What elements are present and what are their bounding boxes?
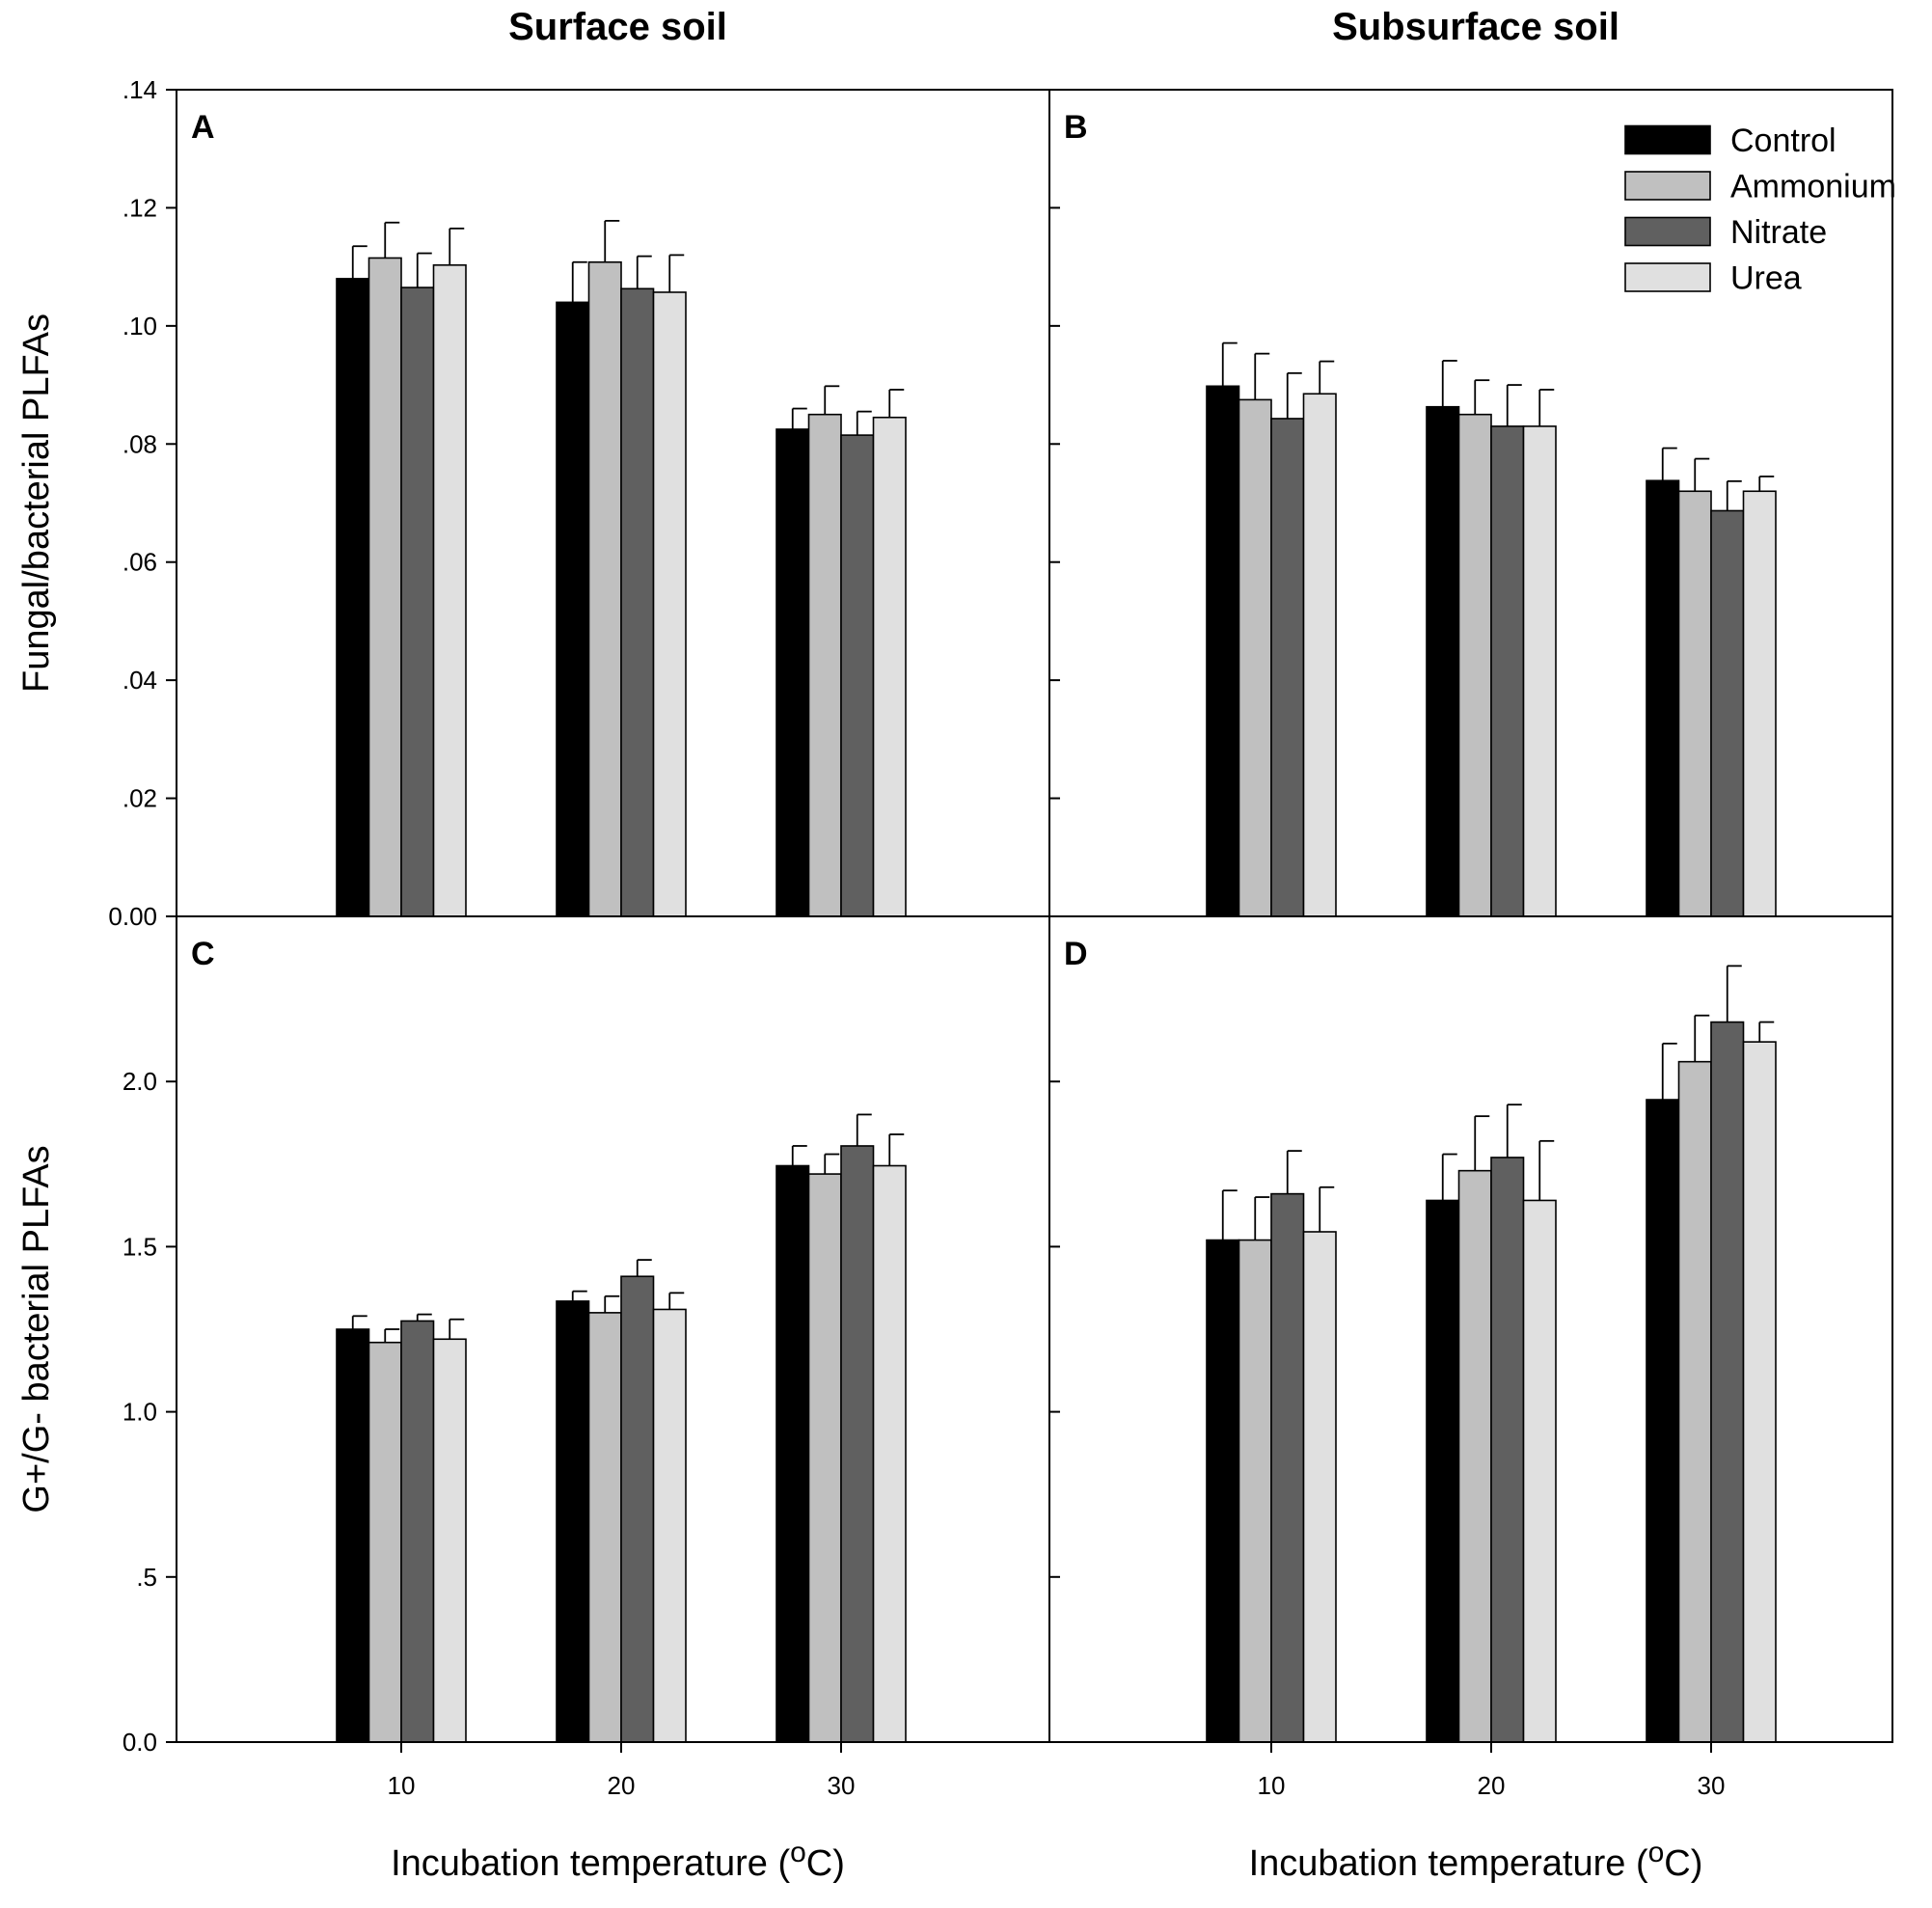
y-tick-label: .08: [122, 429, 157, 458]
y-tick-label: .02: [122, 784, 157, 813]
bar-A-urea-10: [432, 264, 467, 917]
bar-D-urea-10: [1302, 1231, 1337, 1743]
bar-A-urea-30: [872, 416, 907, 917]
bar-C-urea-20: [652, 1308, 687, 1743]
y-tick-label: .14: [122, 75, 157, 104]
bar-C-control-20: [556, 1300, 590, 1743]
bar-C-control-30: [776, 1164, 810, 1743]
bar-C-nitrate-20: [620, 1275, 655, 1743]
bar-B-urea-20: [1522, 425, 1557, 917]
bar-B-control-10: [1206, 385, 1240, 917]
bar-D-ammonium-20: [1457, 1169, 1492, 1743]
panel-label-D: D: [1064, 936, 1088, 972]
bar-D-ammonium-10: [1238, 1239, 1272, 1743]
x-tick-label: 20: [1478, 1771, 1506, 1800]
bar-C-urea-30: [872, 1164, 907, 1743]
bar-D-urea-20: [1522, 1199, 1557, 1743]
y-tick-label: 0.00: [108, 902, 157, 931]
y-axis-title-row1: G+/G- bacterial PLFAs: [16, 1145, 57, 1513]
y-axis-title-row0: Fungal/bacterial PLFAs: [16, 313, 57, 693]
bar-B-nitrate-30: [1710, 509, 1745, 917]
bar-B-ammonium-20: [1457, 413, 1492, 917]
x-tick-label: 30: [1698, 1771, 1726, 1800]
y-tick-label: 0.0: [122, 1728, 157, 1757]
legend-label-urea: Urea: [1730, 260, 1802, 297]
bar-A-ammonium-30: [807, 413, 842, 917]
legend-label-control: Control: [1730, 123, 1837, 159]
legend-label-nitrate: Nitrate: [1730, 214, 1827, 251]
text-layer: A B C D 0.00 .02 .04 .06 .08 .10 .12 .14 Fungal/bact…: [16, 6, 1896, 1884]
y-tick-label: .5: [136, 1563, 157, 1592]
bar-B-control-20: [1426, 405, 1460, 917]
bar-D-nitrate-20: [1490, 1157, 1525, 1743]
panel-label-B: B: [1064, 109, 1088, 146]
bar-D-control-10: [1206, 1239, 1240, 1743]
x-tick-label: 30: [828, 1771, 856, 1800]
y-tick-label: .12: [122, 193, 157, 222]
bar-C-nitrate-30: [840, 1145, 875, 1743]
bar-C-ammonium-20: [587, 1312, 622, 1743]
bar-B-ammonium-30: [1677, 490, 1712, 917]
x-axis-title-col1: Incubation temperature (oC): [1249, 1837, 1703, 1884]
legend-swatch-ammonium: [1624, 171, 1711, 201]
column-title-1: Subsurface soil: [1332, 6, 1619, 48]
bar-D-nitrate-10: [1270, 1192, 1305, 1743]
bar-A-control-20: [556, 301, 590, 917]
bar-C-control-10: [336, 1328, 370, 1743]
frame-layer: [166, 89, 1893, 1753]
bar-D-ammonium-30: [1677, 1060, 1712, 1743]
x-tick-label: 20: [608, 1771, 636, 1800]
bar-A-urea-20: [652, 291, 687, 917]
bar-C-ammonium-30: [807, 1173, 842, 1743]
x-tick-label: 10: [388, 1771, 416, 1800]
bar-B-control-30: [1646, 479, 1680, 917]
bar-B-ammonium-10: [1238, 398, 1272, 917]
panel-label-C: C: [191, 936, 215, 972]
x-tick-label: 10: [1258, 1771, 1286, 1800]
bar-A-ammonium-10: [367, 257, 402, 917]
bar-A-ammonium-20: [587, 260, 622, 917]
legend-swatch-control: [1624, 124, 1711, 155]
panel-label-A: A: [191, 109, 215, 146]
bar-B-nitrate-10: [1270, 418, 1305, 917]
bar-B-urea-10: [1302, 393, 1337, 917]
column-title-0: Surface soil: [508, 6, 727, 48]
bar-A-control-30: [776, 428, 810, 917]
bar-B-urea-30: [1742, 490, 1777, 917]
y-tick-label: 1.0: [122, 1398, 157, 1427]
y-tick-label: .10: [122, 312, 157, 341]
bar-A-nitrate-20: [620, 287, 655, 917]
y-tick-label: .04: [122, 666, 157, 695]
bar-D-nitrate-30: [1710, 1021, 1745, 1743]
bar-D-urea-30: [1742, 1041, 1777, 1743]
panel-frame-D: [1048, 915, 1893, 1743]
bar-D-control-30: [1646, 1099, 1680, 1743]
bar-B-nitrate-20: [1490, 425, 1525, 917]
legend-swatch-nitrate: [1624, 216, 1711, 247]
legend-label-ammonium: Ammonium: [1730, 169, 1896, 205]
bars-layer: [336, 219, 1777, 1743]
bar-D-control-20: [1426, 1199, 1460, 1743]
x-axis-title-col0: Incubation temperature (oC): [391, 1837, 845, 1884]
y-tick-label: 1.5: [122, 1232, 157, 1261]
y-tick-label: .06: [122, 548, 157, 577]
y-tick-label: 2.0: [122, 1067, 157, 1096]
bar-C-urea-10: [432, 1338, 467, 1743]
bar-A-control-10: [336, 278, 370, 917]
legend-swatch-urea: [1624, 262, 1711, 292]
bar-A-nitrate-30: [840, 434, 875, 917]
bar-C-ammonium-10: [367, 1341, 402, 1743]
bar-C-nitrate-10: [400, 1320, 435, 1743]
bar-A-nitrate-10: [400, 286, 435, 917]
